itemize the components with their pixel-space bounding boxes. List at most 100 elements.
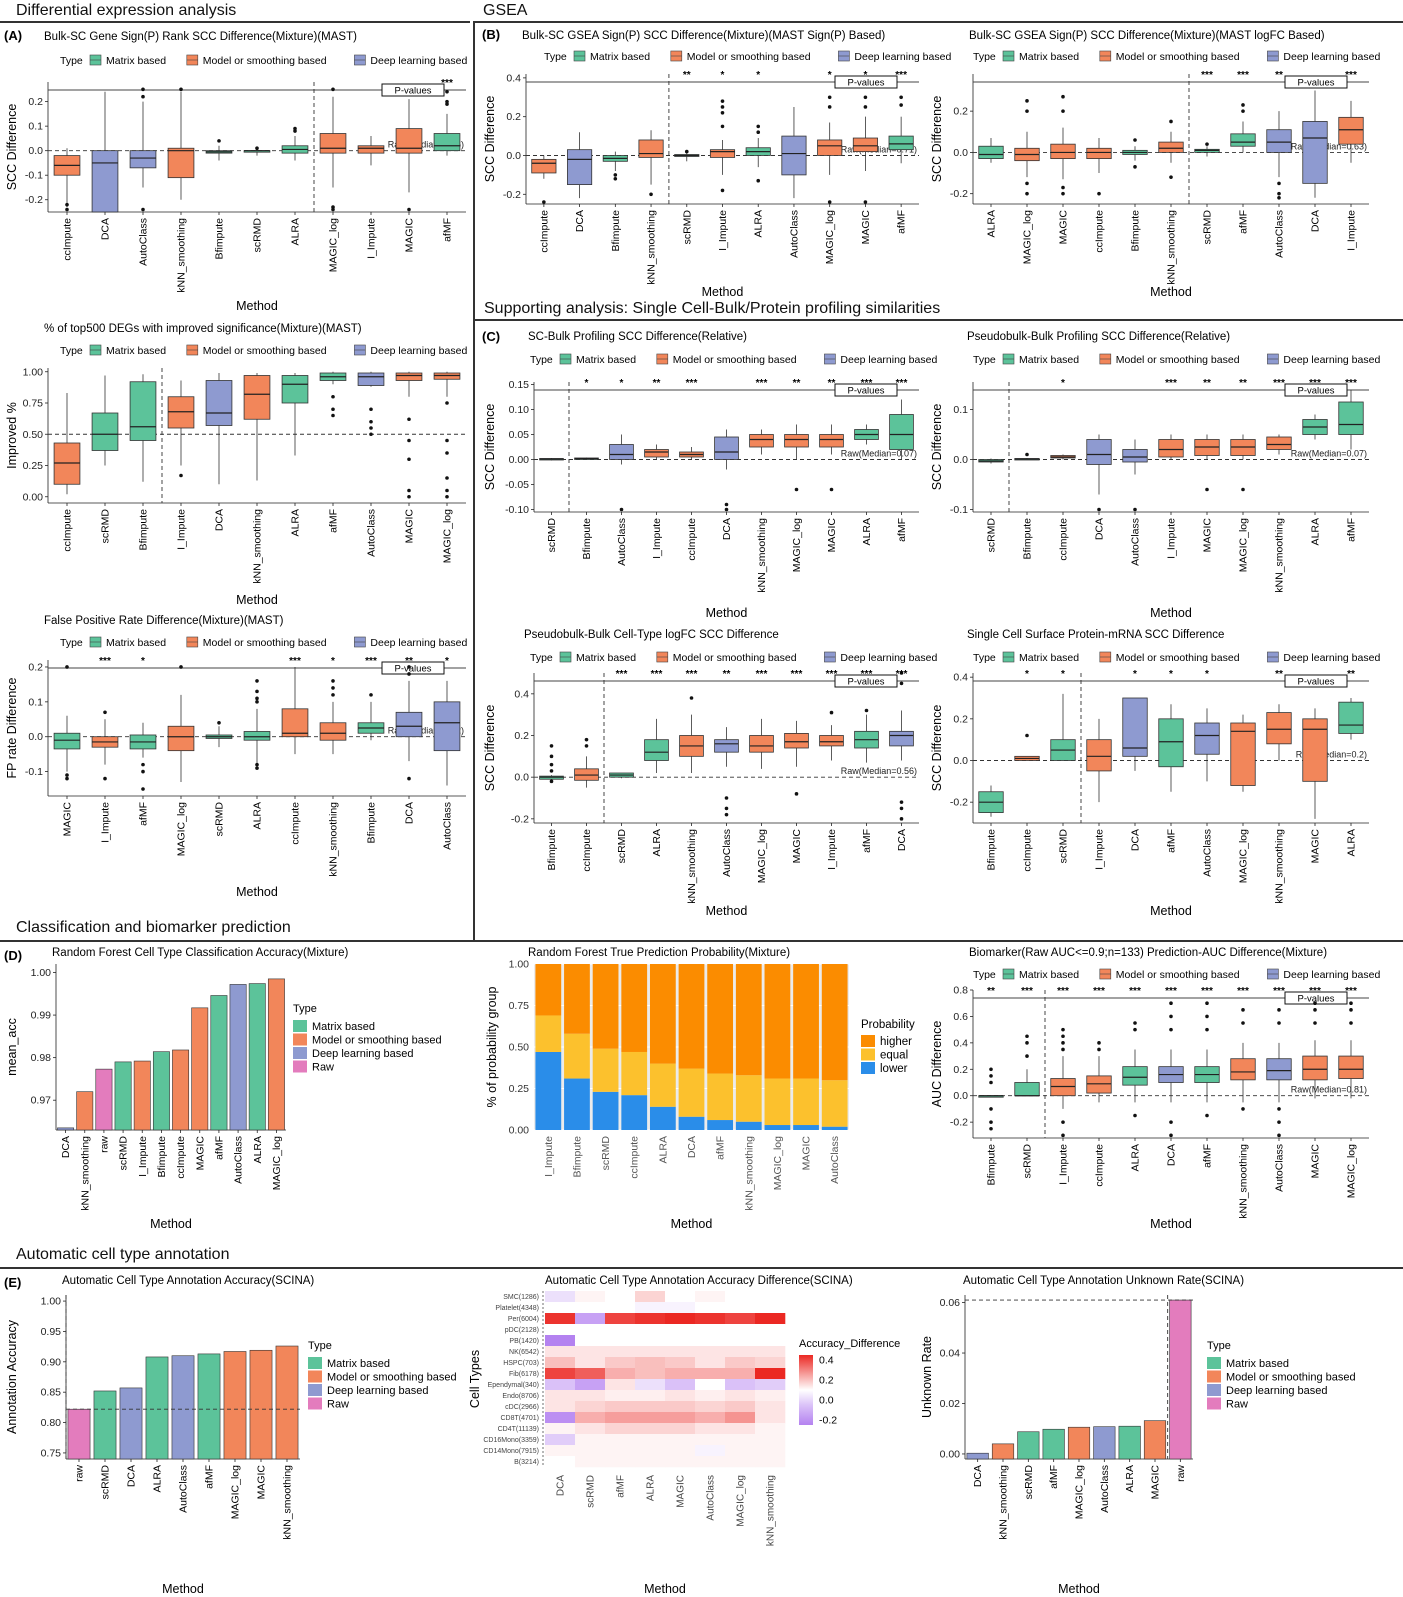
x-tick-label: AutoClass	[233, 1136, 245, 1184]
box-outlier	[445, 494, 449, 499]
bar-afMF	[197, 1353, 221, 1460]
stack-I_Impute-equal	[535, 1015, 562, 1052]
x-tick-label: ccImpute	[1022, 829, 1034, 872]
y-tick-label: 0.90	[41, 1356, 62, 1368]
heat-cell	[755, 1401, 786, 1413]
legend-swatch-raw	[308, 1397, 322, 1410]
heat-cell	[665, 1313, 696, 1325]
x-tick-label: kNN_smoothing	[766, 1475, 777, 1546]
box-outlier	[794, 487, 799, 492]
box-ALRA	[243, 679, 271, 770]
panel-letter: (A)	[4, 28, 22, 43]
y-tick-label: -0.1	[950, 504, 968, 516]
y-tick-label: 0.02	[940, 1398, 961, 1410]
y-tick-label: 0.75	[509, 1000, 530, 1012]
x-tick-label: MAGIC_log	[1238, 518, 1250, 572]
box-body	[889, 414, 914, 450]
chart-svg-A3: False Positive Rate Difference(Mixture)(…	[5, 615, 467, 899]
legend-label-matrix: Matrix based	[1019, 652, 1079, 664]
box-outlier	[331, 407, 335, 412]
chart-title: Random Forest True Prediction Probabilit…	[528, 947, 790, 959]
heat-cell	[695, 1346, 726, 1358]
box-outlier	[407, 672, 411, 676]
x-tick-label: I_Impute	[651, 518, 663, 559]
x-tick-label: I_Impute	[543, 1136, 555, 1177]
legend-label-matrix: Matrix based	[106, 637, 166, 649]
x-tick-label: AutoClass	[366, 509, 378, 557]
box-outlier	[1277, 1107, 1281, 1111]
bar-kNN_smoothing	[76, 1091, 94, 1131]
x-tick-label: ALRA	[1346, 829, 1358, 856]
y-tick-label: 1.00	[509, 959, 530, 971]
heat-cell	[695, 1379, 726, 1391]
legend-label-model: Model or smoothing based	[673, 354, 797, 366]
y-tick-label: 0.1	[953, 404, 968, 416]
box-ccImpute	[1014, 733, 1040, 761]
x-tick-label: ALRA	[1130, 1144, 1142, 1171]
box-outlier	[331, 686, 335, 690]
box-ALRA	[644, 718, 669, 773]
box-body	[1158, 718, 1184, 768]
bar-ccImpute	[172, 1049, 190, 1131]
pvalue-label: P-values	[395, 664, 432, 675]
box-outlier	[827, 200, 832, 204]
box-outlier	[1133, 1021, 1137, 1025]
x-tick-label: Bfimpute	[986, 1144, 998, 1186]
significance-mark: ***	[686, 378, 698, 389]
x-tick-label: Bfimpute	[214, 218, 226, 260]
heat-cell	[575, 1302, 606, 1314]
y-tick-label: -0.2	[25, 194, 43, 206]
box-I_Impute	[167, 380, 195, 478]
significance-mark: ***	[791, 669, 803, 680]
box-AutoClass	[129, 87, 157, 212]
x-tick-label: AutoClass	[706, 1475, 717, 1521]
box-outlier	[65, 773, 69, 777]
significance-mark: ***	[1345, 70, 1357, 81]
legend-label-matrix: Matrix based	[590, 51, 650, 63]
chart-rf-true-prediction-probability: Random Forest True Prediction Probabilit…	[478, 942, 923, 1232]
x-tick-label: kNN_smoothing	[1238, 1144, 1250, 1219]
y-axis-title: SCC Difference	[5, 104, 19, 191]
box-kNN_smoothing	[1158, 119, 1184, 179]
significance-mark: *	[1025, 669, 1029, 680]
box-scRMD	[609, 772, 634, 779]
box-I_Impute	[357, 135, 385, 166]
stack-ALRA-equal	[649, 1063, 676, 1107]
x-tick-label: scRMD	[1022, 1144, 1034, 1179]
x-tick-label: I_Impute	[717, 210, 729, 251]
x-tick-label: Bfimpute	[138, 509, 150, 551]
box-body	[1338, 401, 1364, 435]
y-tick-label: 0.99	[31, 1010, 52, 1022]
x-tick-label: kNN_smoothing	[1274, 829, 1286, 904]
box-outlier	[619, 507, 624, 512]
heat-cell	[605, 1379, 636, 1391]
chart-svg-C4: Single Cell Surface Protein-mRNA SCC Dif…	[930, 629, 1380, 918]
box-outlier	[331, 693, 335, 697]
legend-title: Type	[973, 969, 996, 981]
stack-Bfimpute-lower	[564, 1078, 590, 1130]
significance-mark: ***	[99, 656, 111, 667]
x-tick-label: ALRA	[252, 1136, 264, 1163]
bar-Bfimpute	[152, 1051, 170, 1131]
box-outlier	[689, 696, 694, 700]
box-AutoClass	[433, 680, 461, 786]
box-outlier	[899, 671, 904, 675]
y-tick-label: 0.80	[41, 1417, 62, 1429]
stack-ccImpute-equal	[621, 1051, 648, 1096]
x-axis-title: Method	[236, 299, 278, 313]
box-outlier	[1133, 1027, 1137, 1032]
box-DCA	[714, 429, 739, 512]
box-outlier	[407, 488, 411, 493]
heat-cell	[665, 1357, 696, 1369]
legend-title: Type	[60, 55, 83, 67]
box-body	[167, 147, 195, 179]
y-tick-label: 0.1	[28, 121, 43, 133]
legend-label-model: Model or smoothing based	[312, 1035, 442, 1047]
stack-kNN_smoothing-higher	[735, 964, 762, 1076]
box-outlier	[827, 95, 832, 100]
box-outlier	[407, 494, 411, 499]
x-axis-title: Method	[706, 904, 748, 918]
box-outlier	[863, 105, 868, 109]
bar-DCA	[57, 1127, 75, 1131]
box-body	[433, 701, 461, 752]
